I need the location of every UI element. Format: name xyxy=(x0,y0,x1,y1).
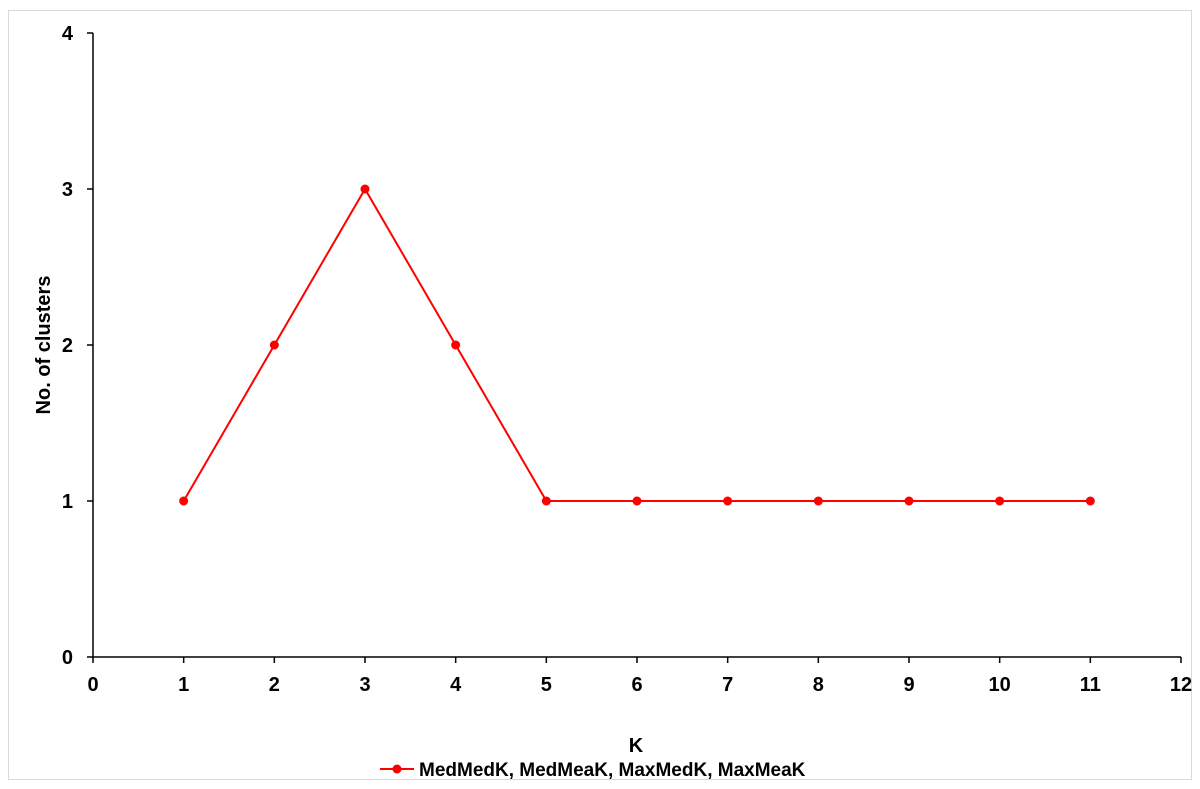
x-tick-label: 5 xyxy=(541,674,552,696)
data-point xyxy=(451,340,461,350)
x-tick-label: 3 xyxy=(359,674,370,696)
legend-marker xyxy=(392,764,402,774)
y-tick-label: 2 xyxy=(62,335,73,357)
x-tick-label: 12 xyxy=(1170,674,1192,696)
data-point xyxy=(541,496,551,506)
x-tick-label: 8 xyxy=(813,674,824,696)
x-tick-label: 0 xyxy=(87,674,98,696)
data-point xyxy=(632,496,642,506)
series-line xyxy=(182,187,1091,502)
data-point xyxy=(723,496,733,506)
x-tick-label: 10 xyxy=(989,674,1011,696)
x-tick-label: 11 xyxy=(1080,674,1101,696)
data-point xyxy=(813,496,823,506)
data-point xyxy=(1085,496,1095,506)
legend-label: MedMedK, MedMeaK, MaxMedK, MaxMeaK xyxy=(419,760,806,781)
x-tick-label: 4 xyxy=(450,674,462,696)
x-tick-label: 2 xyxy=(269,674,280,696)
x-tick-label: 1 xyxy=(178,674,189,696)
x-tick-label: 9 xyxy=(903,674,914,696)
series-layer xyxy=(179,184,1095,506)
x-axis-title: K xyxy=(629,735,644,757)
y-tick-label: 3 xyxy=(62,179,73,201)
data-point xyxy=(995,496,1005,506)
data-point xyxy=(269,340,279,350)
x-tick-label: 7 xyxy=(722,674,733,696)
x-tick-label: 6 xyxy=(631,674,642,696)
axes xyxy=(87,32,1182,663)
data-point xyxy=(904,496,914,506)
y-tick-label: 4 xyxy=(62,23,74,45)
data-point xyxy=(360,184,370,194)
data-point xyxy=(179,496,189,506)
chart-frame xyxy=(8,10,1192,780)
y-tick-label: 0 xyxy=(62,647,73,669)
y-axis-title: No. of clusters xyxy=(33,276,55,415)
legend: MedMedK, MedMeaK, MaxMedK, MaxMeaK xyxy=(380,760,806,781)
y-tick-label: 1 xyxy=(62,491,73,513)
